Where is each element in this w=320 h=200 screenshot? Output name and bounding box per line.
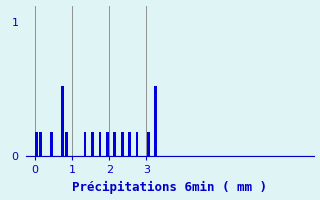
Bar bbox=[106, 132, 109, 156]
Bar bbox=[99, 132, 101, 156]
Bar bbox=[39, 132, 42, 156]
Bar bbox=[147, 132, 149, 156]
Bar bbox=[36, 132, 38, 156]
Bar bbox=[121, 132, 124, 156]
Bar bbox=[50, 132, 53, 156]
Bar bbox=[128, 132, 131, 156]
Bar bbox=[136, 132, 138, 156]
Bar bbox=[84, 132, 86, 156]
X-axis label: Précipitations 6min ( mm ): Précipitations 6min ( mm ) bbox=[72, 181, 267, 194]
Bar bbox=[114, 132, 116, 156]
Bar bbox=[65, 132, 68, 156]
Bar bbox=[61, 86, 64, 156]
Bar bbox=[154, 86, 157, 156]
Bar bbox=[91, 132, 94, 156]
